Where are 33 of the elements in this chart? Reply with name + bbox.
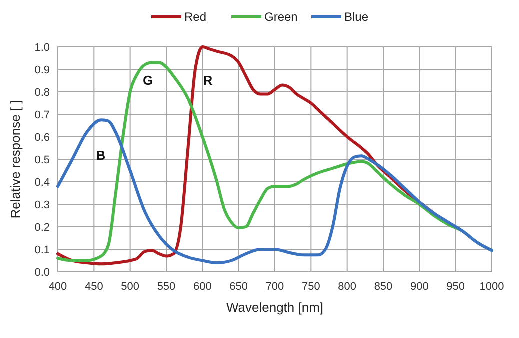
annotation: B [96,148,106,163]
x-tick-label: 450 [84,281,104,293]
annotation: R [203,73,214,88]
y-tick-label: 0.7 [34,110,50,122]
x-tick-label: 1000 [480,281,504,293]
x-tick-label: 650 [230,281,248,293]
x-tick-label: 600 [193,281,212,293]
x-axis-title: Wavelength [nm] [226,300,324,315]
x-tick-label: 700 [266,281,284,293]
x-tick-label: 550 [157,281,176,293]
y-tick-label: 0.2 [34,222,50,234]
x-tick-label: 850 [374,281,393,293]
y-tick-label: 1.0 [34,42,50,54]
x-tick-label: 400 [48,281,68,293]
y-tick-label: 0.1 [34,244,50,256]
annotation: G [142,73,154,88]
y-tick-label: 0.3 [34,200,50,212]
y-tick-label: 0.0 [34,267,50,279]
legend-label: Green [264,10,298,24]
x-tick-label: 800 [338,281,357,293]
y-tick-label: 0.4 [34,177,50,189]
y-tick-label: 0.8 [34,87,50,99]
legend-label: Red [184,10,207,24]
x-tick-label: 950 [446,281,466,293]
x-tick-label: 900 [410,281,429,293]
y-tick-label: 0.6 [34,132,50,144]
y-tick-label: 0.5 [34,154,50,166]
y-tick-label: 0.9 [34,64,50,76]
x-tick-label: 500 [121,281,140,293]
x-tick-label: 750 [302,281,320,293]
y-axis-title: Relative response [ ] [8,100,23,219]
line-series [56,118,494,264]
legend-label: Blue [344,10,369,24]
